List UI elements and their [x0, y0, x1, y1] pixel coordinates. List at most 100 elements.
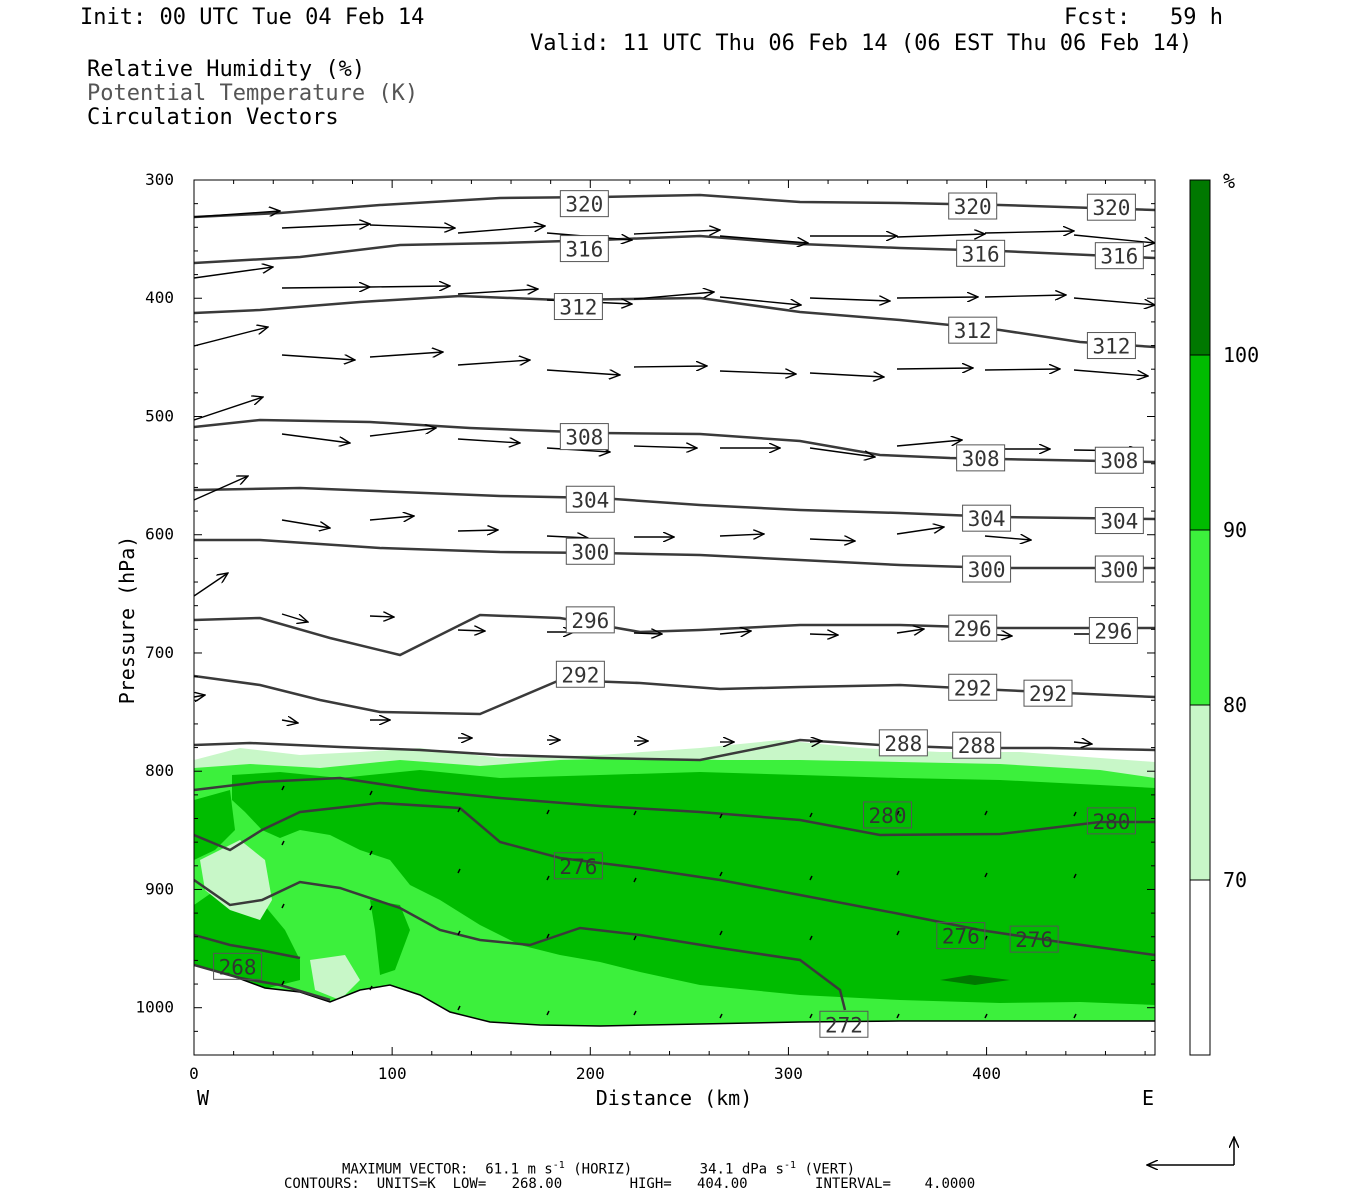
- contour-label-box: [565, 606, 615, 634]
- vector-arrow: [719, 235, 808, 243]
- vector-tick: [281, 903, 285, 909]
- contour-label-text: 308: [565, 426, 603, 450]
- vector-tick: [1073, 1013, 1077, 1019]
- contour-label: 268: [213, 952, 263, 980]
- contour-label: 296: [565, 606, 615, 634]
- contour-label-text: 312: [559, 296, 597, 320]
- contour-label: 292: [948, 673, 998, 701]
- vector-arrow: [369, 225, 455, 228]
- vector-arrow: [633, 230, 720, 234]
- legend-vectors: Circulation Vectors: [87, 105, 339, 130]
- contour-label-box: [878, 729, 928, 757]
- vector-arrow: [281, 224, 370, 228]
- colorbar-level-label: 90: [1223, 518, 1247, 542]
- x-axis-title: Distance (km): [596, 1086, 753, 1110]
- vector-tick: [896, 1013, 900, 1019]
- init-time: Init: 00 UTC Tue 04 Feb 14: [80, 5, 425, 30]
- vector-arrow: [194, 397, 263, 421]
- contour-label-box: [956, 444, 1006, 472]
- rh-90-100-pocket: [370, 900, 410, 975]
- colorbar-segment: [1190, 880, 1210, 1055]
- contour-label: 296: [948, 614, 998, 642]
- contour-label-text: 316: [962, 242, 1000, 266]
- contour-label-text: 320: [1092, 196, 1130, 220]
- vector-arrow: [281, 433, 350, 443]
- contour-label-text: 312: [954, 319, 992, 343]
- vector-arrow: [546, 370, 620, 375]
- vector-arrow: [281, 613, 308, 622]
- axis-ticks: 0 100 200 300 400 300 400 500 600 700 800 900 1000: [135, 170, 1155, 1083]
- vector-arrow: [984, 231, 1074, 233]
- vector-arrow: [719, 534, 764, 536]
- contour-label-box: [213, 952, 263, 980]
- vector-arrow: [633, 446, 697, 448]
- vector-arrow: [809, 373, 884, 377]
- vector-arrow: [896, 527, 944, 535]
- contour-label: 308: [559, 423, 609, 451]
- theta-contour-line: [194, 933, 301, 960]
- vector-tick: [984, 810, 988, 816]
- y-tick-label: 900: [145, 879, 174, 898]
- vector-arrow: [1073, 297, 1155, 305]
- vert-suffix: (VERT): [804, 1161, 856, 1178]
- plot-frame: [193, 179, 1156, 1056]
- vector-arrow: [719, 371, 796, 374]
- contour-label-text: 316: [1100, 245, 1138, 269]
- vector-arrow: [984, 295, 1066, 297]
- theta-contour-line: [194, 234, 1155, 265]
- contour-label: 288: [878, 729, 928, 757]
- vector-tick: [633, 1010, 637, 1016]
- y-tick-label: 1000: [135, 998, 174, 1017]
- contour-label-box: [1088, 617, 1138, 645]
- contour-label-box: [1023, 679, 1073, 707]
- vector-tick: [719, 813, 723, 819]
- rh-70-80-pocket: [310, 955, 360, 1000]
- vector-tick: [896, 870, 900, 876]
- vector-arrow: [281, 355, 355, 360]
- ground-line: [194, 964, 1155, 1027]
- x-west-label: W: [197, 1086, 210, 1110]
- below-ground: [194, 965, 1155, 1055]
- vector-arrow: [194, 327, 268, 347]
- vector-tick: [633, 935, 637, 941]
- contour-label-text: 300: [1100, 558, 1138, 582]
- y-tick-label: 700: [145, 643, 174, 662]
- reference-vector: [1147, 1137, 1234, 1165]
- contour-label: 272: [819, 1010, 869, 1038]
- contour-label: 308: [1094, 446, 1144, 474]
- colorbar-segment: [1190, 355, 1210, 530]
- colorbar-level-label: 100: [1223, 343, 1259, 367]
- contour-label: 288: [952, 731, 1002, 759]
- vector-tick: [457, 930, 461, 936]
- vector-tick: [281, 785, 285, 791]
- vector-tick: [896, 930, 900, 936]
- vector-arrow: [809, 634, 838, 635]
- vector-tick: [633, 810, 637, 816]
- vector-tick: [546, 809, 550, 815]
- humidity-shading: [194, 740, 1155, 1055]
- contour-label: 280: [863, 801, 913, 829]
- contour-label-box: [559, 190, 609, 218]
- contour-label: 320: [559, 190, 609, 218]
- contour-label-text: 296: [571, 609, 609, 633]
- x-tick-label: 300: [774, 1064, 803, 1083]
- contour-label-text: 276: [942, 925, 980, 949]
- vector-arrow: [809, 741, 822, 742]
- vector-arrow: [896, 234, 985, 237]
- theta-contour-line: [194, 963, 331, 1002]
- contour-label: 276: [1009, 925, 1059, 953]
- contour-label-text: 296: [1094, 620, 1132, 644]
- contour-label: 304: [565, 485, 615, 513]
- y-tick-label: 300: [145, 170, 174, 189]
- max-vector-label: MAXIMUM VECTOR:: [342, 1161, 469, 1178]
- vector-arrow: [281, 720, 298, 723]
- contour-label-text: 292: [561, 663, 599, 687]
- contour-label-box: [1094, 242, 1144, 270]
- contour-label-box: [559, 235, 609, 263]
- vector-tick: [369, 790, 373, 796]
- vector-tick: [546, 875, 550, 881]
- contour-label-box: [553, 852, 603, 880]
- vector-arrow: [1073, 369, 1148, 376]
- max-vector-line: MAXIMUM VECTOR: 61.1 m s-1 (HORIZ) 34.1 …: [342, 1158, 855, 1178]
- contour-label-box: [948, 192, 998, 220]
